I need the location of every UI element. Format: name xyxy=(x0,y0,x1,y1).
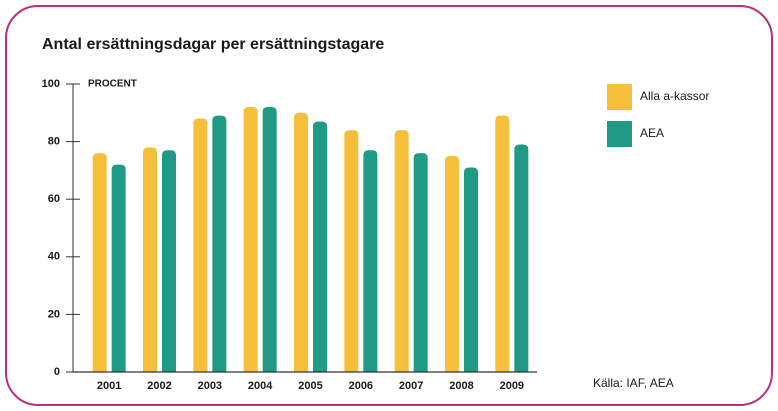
bar xyxy=(92,153,107,372)
x-tick-label: 2008 xyxy=(449,380,473,392)
chart-title: Antal ersättningsdagar per ersättningsta… xyxy=(42,36,384,53)
bar xyxy=(445,156,459,372)
y-tick-label: 20 xyxy=(48,308,60,320)
bar xyxy=(262,107,277,372)
bar xyxy=(212,115,227,373)
bar xyxy=(111,164,126,372)
bar xyxy=(162,150,176,372)
bar xyxy=(294,112,308,373)
legend-swatch xyxy=(607,121,632,147)
bar xyxy=(464,167,478,372)
x-tick-label: 2002 xyxy=(147,380,171,392)
y-axis-label: PROCENT xyxy=(88,79,137,90)
x-tick-label: 2009 xyxy=(500,380,524,392)
y-tick-label: 100 xyxy=(42,78,60,90)
y-tick-label: 40 xyxy=(48,251,60,263)
x-tick-label: 2004 xyxy=(248,380,273,392)
bar xyxy=(143,147,157,372)
x-tick-label: 2003 xyxy=(198,380,222,392)
bar xyxy=(413,153,428,372)
source: Källa: IAF, AEA xyxy=(593,376,674,390)
y-tick-label: 0 xyxy=(54,366,60,378)
bar xyxy=(313,121,327,372)
legend-label: Alla a-kassor xyxy=(640,89,709,103)
bar xyxy=(243,107,258,372)
legend-swatch xyxy=(607,84,632,110)
bar xyxy=(193,118,208,372)
y-tick-label: 80 xyxy=(48,136,60,148)
x-tick-label: 2001 xyxy=(97,380,121,392)
y-tick-label: 60 xyxy=(48,193,60,205)
legend-label: AEA xyxy=(640,126,664,140)
x-tick-label: 2007 xyxy=(399,380,423,392)
x-tick-label: 2005 xyxy=(298,380,322,392)
bar xyxy=(344,130,359,372)
bar xyxy=(363,150,378,372)
bar xyxy=(394,130,409,372)
bar xyxy=(495,115,510,373)
x-tick-label: 2006 xyxy=(349,380,373,392)
bar xyxy=(514,144,529,372)
